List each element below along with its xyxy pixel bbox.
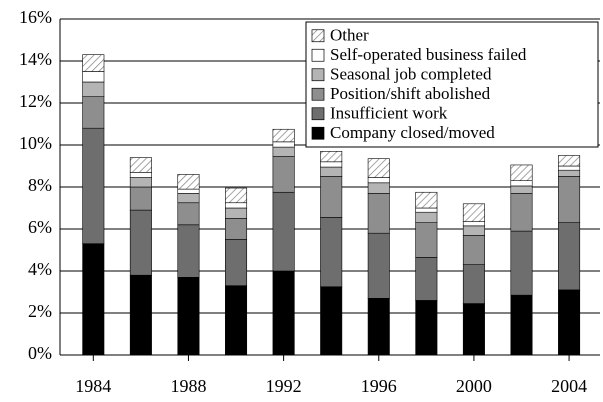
legend-label: Self-operated business failed bbox=[330, 45, 527, 64]
y-tick-label: 16% bbox=[19, 7, 52, 27]
legend-label: Company closed/moved bbox=[330, 123, 495, 142]
bar-segment bbox=[462, 203, 485, 222]
bar-segment bbox=[558, 155, 581, 167]
x-tick-label: 1984 bbox=[75, 376, 111, 396]
bar-segment bbox=[558, 165, 581, 171]
bar-segment bbox=[272, 191, 295, 272]
x-tick-label: 1988 bbox=[170, 376, 206, 396]
bar-segment bbox=[129, 172, 152, 178]
bar-segment bbox=[129, 209, 152, 276]
bar-segment bbox=[415, 191, 438, 209]
legend-swatch bbox=[311, 126, 325, 140]
bar-segment bbox=[225, 218, 248, 240]
y-tick-label: 4% bbox=[28, 259, 52, 279]
bar-segment bbox=[558, 176, 581, 224]
bar-segment bbox=[320, 176, 343, 218]
legend-swatch bbox=[311, 29, 325, 43]
y-tick-label: 12% bbox=[19, 91, 52, 111]
bar-segment bbox=[320, 151, 343, 163]
bar-segment bbox=[177, 202, 200, 226]
bar-segment bbox=[177, 224, 200, 278]
bar-segment bbox=[367, 297, 390, 356]
bar-segment bbox=[225, 187, 248, 204]
bar-segment bbox=[272, 270, 295, 356]
bar-segment bbox=[272, 128, 295, 143]
bar-segment bbox=[320, 217, 343, 288]
legend-swatch bbox=[311, 87, 325, 101]
bar-segment bbox=[177, 188, 200, 194]
bar-segment bbox=[367, 158, 390, 178]
x-tick-label: 1996 bbox=[361, 376, 397, 396]
y-tick-label: 8% bbox=[28, 175, 52, 195]
bar-segment bbox=[320, 166, 343, 177]
bar-segment bbox=[415, 207, 438, 213]
bar-segment bbox=[320, 286, 343, 356]
legend-label: Other bbox=[330, 26, 369, 45]
bar-segment bbox=[462, 303, 485, 356]
legend-swatch bbox=[311, 48, 325, 62]
bar-segment bbox=[415, 211, 438, 223]
bar-segment bbox=[558, 289, 581, 356]
bar-segment bbox=[272, 156, 295, 193]
bar-segment bbox=[82, 96, 105, 129]
bar-segment bbox=[462, 264, 485, 304]
x-tick-label: 2004 bbox=[551, 376, 587, 396]
y-tick-label: 14% bbox=[19, 49, 52, 69]
bar-segment bbox=[462, 225, 485, 236]
legend-label: Position/shift abolished bbox=[330, 84, 491, 103]
bar-segment bbox=[558, 222, 581, 291]
bar-segment bbox=[272, 141, 295, 148]
bar-segment bbox=[510, 185, 533, 194]
bar-segment bbox=[82, 127, 105, 244]
x-tick-label: 2000 bbox=[456, 376, 492, 396]
bar-segment bbox=[177, 174, 200, 190]
bar-segment bbox=[510, 294, 533, 356]
bar-segment bbox=[82, 71, 105, 83]
bar-segment bbox=[367, 232, 390, 299]
bar-segment bbox=[558, 169, 581, 177]
bar-segment bbox=[320, 161, 343, 168]
bar-segment bbox=[129, 157, 152, 173]
bar-segment bbox=[272, 146, 295, 157]
bar-segment bbox=[510, 164, 533, 181]
legend-label: Insufficient work bbox=[330, 104, 448, 123]
bar-segment bbox=[415, 257, 438, 301]
y-tick-label: 2% bbox=[28, 301, 52, 321]
y-tick-label: 10% bbox=[19, 133, 52, 153]
bar-segment bbox=[462, 221, 485, 227]
bar-segment bbox=[510, 230, 533, 296]
legend-box bbox=[305, 21, 599, 148]
bar-segment bbox=[510, 193, 533, 232]
bar-segment bbox=[225, 207, 248, 219]
bar-segment bbox=[129, 274, 152, 356]
bar-segment bbox=[415, 222, 438, 258]
bar-segment bbox=[367, 182, 390, 194]
bar-segment bbox=[82, 243, 105, 356]
legend-label: Seasonal job completed bbox=[330, 65, 492, 84]
bar-segment bbox=[177, 276, 200, 356]
y-tick-label: 6% bbox=[28, 217, 52, 237]
legend-swatch bbox=[311, 68, 325, 82]
legend-swatch bbox=[311, 107, 325, 121]
bar-segment bbox=[82, 54, 105, 72]
x-tick-label: 1992 bbox=[266, 376, 302, 396]
bar-segment bbox=[177, 193, 200, 204]
bar-segment bbox=[129, 177, 152, 188]
bar-segment bbox=[129, 186, 152, 211]
bar-segment bbox=[462, 235, 485, 266]
y-tick-label: 0% bbox=[28, 343, 52, 363]
bar-segment bbox=[510, 180, 533, 187]
bar-segment bbox=[367, 193, 390, 234]
bar-segment bbox=[415, 300, 438, 356]
bar-segment bbox=[225, 202, 248, 209]
bar-segment bbox=[225, 239, 248, 287]
bar-segment bbox=[225, 285, 248, 356]
bar-segment bbox=[82, 81, 105, 97]
bar-segment bbox=[367, 177, 390, 184]
